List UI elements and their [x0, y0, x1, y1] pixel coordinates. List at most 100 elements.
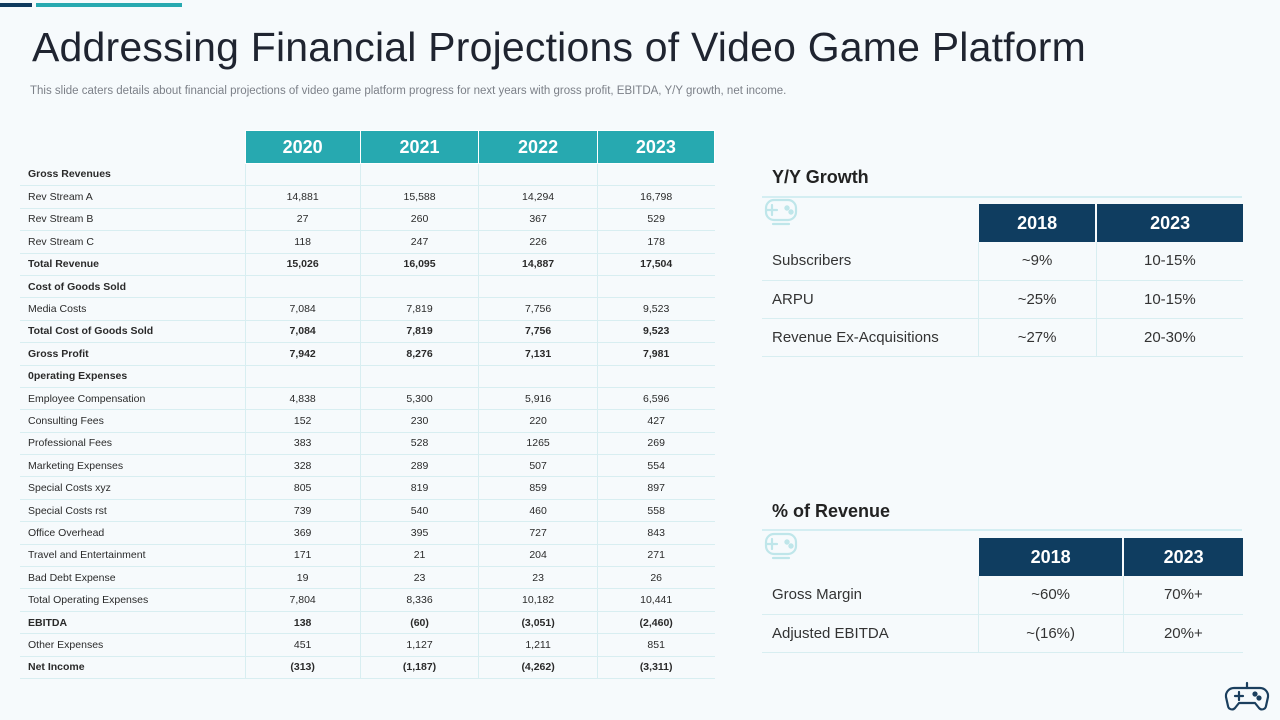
value-cell: 540: [360, 499, 480, 523]
value-cell: 5,300: [360, 387, 480, 411]
value-cell: 328: [245, 454, 361, 478]
value-cell: 7,084: [245, 297, 361, 321]
value-cell: 19: [245, 566, 361, 590]
value-cell: 7,819: [360, 320, 480, 344]
row-label: Other Expenses: [20, 633, 246, 657]
page-subtitle: This slide caters details about financia…: [30, 85, 787, 97]
value-cell: 70%+: [1123, 576, 1243, 615]
table-row: Consulting Fees 152 230 220 427: [20, 409, 715, 433]
growth-panel-title: Y/Y Growth: [772, 167, 869, 187]
gamepad-icon: [764, 198, 798, 226]
row-label: 0perating Expenses: [20, 365, 246, 388]
value-cell: [360, 163, 480, 187]
value-cell: (2,460): [597, 611, 715, 635]
value-cell: 27: [245, 208, 361, 232]
value-cell: 20%+: [1123, 614, 1243, 653]
table-row: Revenue Ex-Acquisitions ~27% 20-30%: [762, 318, 1243, 357]
value-cell: 7,981: [597, 342, 715, 366]
value-cell: 178: [597, 230, 715, 254]
value-cell: 739: [245, 499, 361, 523]
row-label: Bad Debt Expense: [20, 566, 246, 590]
table-row: Total Revenue 15,026 16,095 14,887 17,504: [20, 253, 715, 276]
revenue-year-2018: 2018: [976, 538, 1124, 576]
financial-projections-table: 2020 2021 2022 2023 Gross Revenues Rev St…: [20, 130, 716, 679]
row-label: Travel and Entertainment: [20, 544, 246, 568]
table-row: Subscribers ~9% 10-15%: [762, 242, 1243, 281]
value-cell: (3,051): [478, 611, 598, 635]
value-cell: 7,804: [245, 588, 361, 612]
table-row: Gross Profit 7,942 8,276 7,131 7,981: [20, 342, 715, 366]
value-cell: 23: [478, 566, 598, 590]
row-label: EBITDA: [20, 611, 246, 635]
value-cell: 16,095: [360, 253, 480, 276]
value-cell: 9,523: [597, 320, 715, 344]
value-cell: ~9%: [978, 242, 1097, 281]
growth-table-body: Subscribers ~9% 10-15% ARPU ~25% 10-15% Revenu…: [762, 242, 1243, 357]
row-label: Media Costs: [20, 297, 246, 321]
year-header-2023: 2023: [596, 130, 716, 164]
accent-bar-teal: [36, 3, 182, 7]
table-row: Cost of Goods Sold: [20, 275, 715, 299]
value-cell: 23: [360, 566, 480, 590]
row-label: Cost of Goods Sold: [20, 275, 246, 299]
value-cell: 118: [245, 230, 361, 254]
value-cell: ~60%: [978, 576, 1124, 615]
value-cell: 558: [597, 499, 715, 523]
value-cell: 727: [478, 521, 598, 545]
value-cell: 367: [478, 208, 598, 232]
value-cell: 7,819: [360, 297, 480, 321]
value-cell: 171: [245, 544, 361, 568]
value-cell: 10,441: [597, 588, 715, 612]
table-row: Other Expenses 451 1,127 1,211 851: [20, 633, 715, 657]
row-label: Special Costs rst: [20, 499, 246, 523]
value-cell: 10-15%: [1096, 280, 1243, 319]
value-cell: 9,523: [597, 297, 715, 321]
value-cell: 7,131: [478, 342, 598, 366]
table-row: Rev Stream A 14,881 15,588 14,294 16,798: [20, 185, 715, 209]
gamepad-icon: [1224, 681, 1270, 711]
revenue-header-blank: [762, 538, 978, 576]
table-row: Office Overhead 369 395 727 843: [20, 521, 715, 545]
value-cell: ~(16%): [978, 614, 1124, 653]
table-row: 0perating Expenses: [20, 365, 715, 388]
table-row: Media Costs 7,084 7,819 7,756 9,523: [20, 297, 715, 321]
value-cell: 226: [478, 230, 598, 254]
gamepad-icon: [764, 532, 798, 560]
value-cell: ~25%: [978, 280, 1097, 319]
row-label: Consulting Fees: [20, 409, 246, 433]
value-cell: [360, 365, 480, 388]
value-cell: 383: [245, 432, 361, 456]
value-cell: 10-15%: [1096, 242, 1243, 281]
value-cell: 8,336: [360, 588, 480, 612]
value-cell: 395: [360, 521, 480, 545]
value-cell: 7,084: [245, 320, 361, 344]
year-header-2021: 2021: [359, 130, 480, 164]
row-label: Office Overhead: [20, 521, 246, 545]
growth-year-2018: 2018: [976, 204, 1097, 242]
value-cell: 4,838: [245, 387, 361, 411]
table-row: Gross Revenues: [20, 163, 715, 187]
table-row: Rev Stream C 118 247 226 178: [20, 230, 715, 254]
value-cell: (3,311): [597, 656, 715, 679]
row-label: Total Operating Expenses: [20, 588, 246, 612]
row-label: Gross Margin: [762, 576, 979, 615]
value-cell: 271: [597, 544, 715, 568]
value-cell: 369: [245, 521, 361, 545]
value-cell: 843: [597, 521, 715, 545]
value-cell: 26: [597, 566, 715, 590]
value-cell: 819: [360, 476, 480, 500]
page-title: Addressing Financial Projections of Vide…: [32, 24, 1086, 70]
value-cell: 460: [478, 499, 598, 523]
row-label: Marketing Expenses: [20, 454, 246, 478]
row-label: Subscribers: [762, 242, 979, 281]
table-row: Professional Fees 383 528 1265 269: [20, 432, 715, 456]
value-cell: [478, 365, 598, 388]
value-cell: 20-30%: [1096, 318, 1243, 357]
value-cell: 17,504: [597, 253, 715, 276]
row-label: Rev Stream A: [20, 185, 246, 209]
financial-table-body: Gross Revenues Rev Stream A 14,881 15,588 14…: [20, 163, 715, 679]
value-cell: [360, 275, 480, 299]
value-cell: 859: [478, 476, 598, 500]
value-cell: 7,756: [478, 297, 598, 321]
row-label: Professional Fees: [20, 432, 246, 456]
